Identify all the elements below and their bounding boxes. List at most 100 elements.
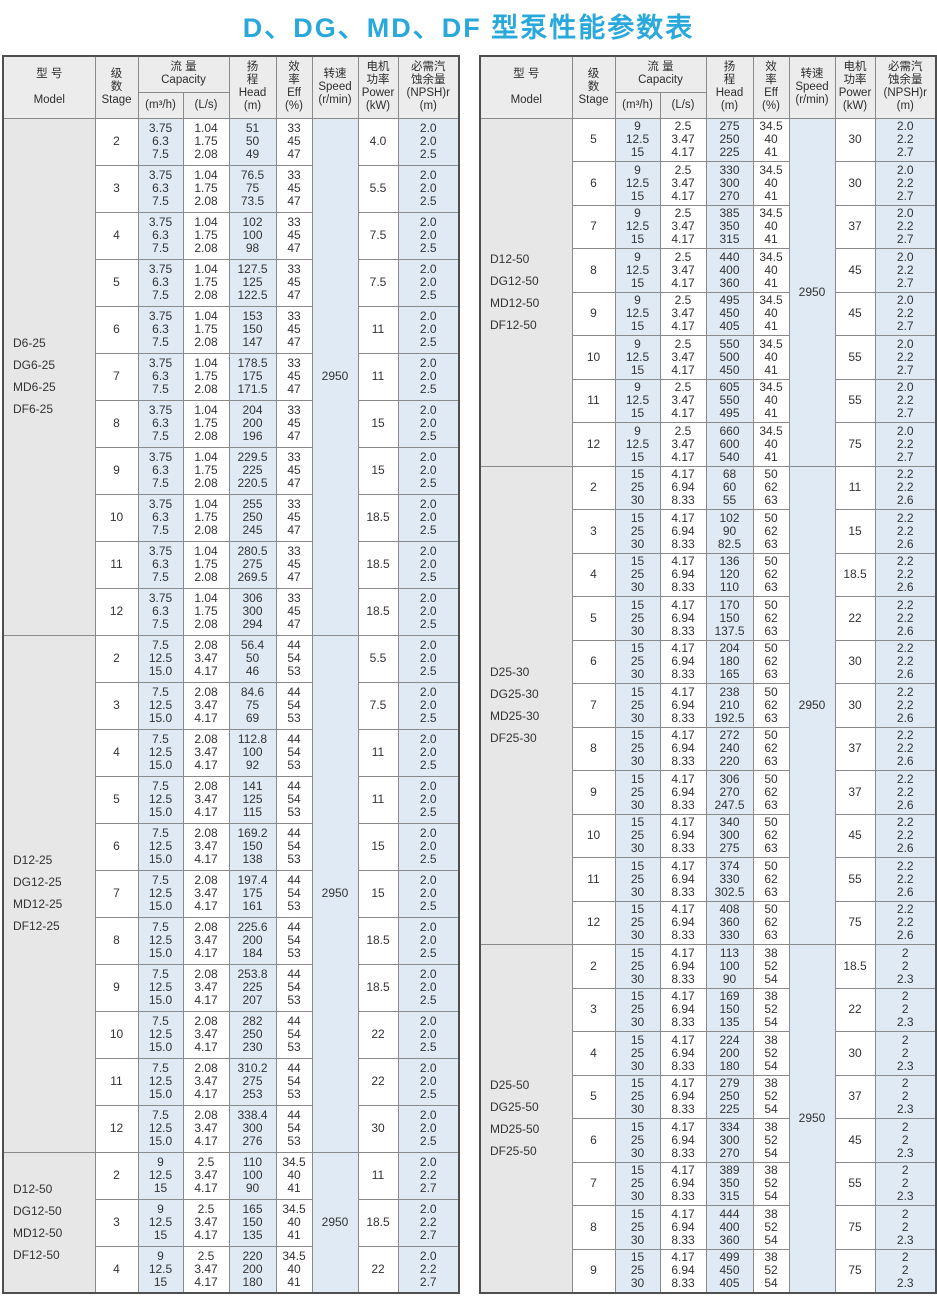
eff-cell: 38 52 54: [752, 944, 790, 989]
stage-cell: 9: [571, 770, 616, 815]
capacity-ls-cell: 1.04 1.75 2.08: [182, 493, 230, 542]
capacity-m3h-cell: 7.5 12.5 15.0: [137, 1104, 184, 1153]
capacity-ls-cell: 4.17 6.94 8.33: [659, 509, 707, 554]
eff-cell: 33 45 47: [275, 540, 313, 589]
power-cell: 5.5: [357, 164, 399, 213]
head-cell: 204 180 165: [705, 639, 754, 684]
stage-cell: 9: [571, 1248, 616, 1293]
model-label: D6-25: [13, 336, 46, 350]
stage-cell: 9: [571, 291, 616, 336]
capacity-ls-cell: 1.04 1.75 2.08: [182, 446, 230, 495]
capacity-ls-cell: 4.17 6.94 8.33: [659, 1248, 707, 1293]
stage-cell: 10: [94, 1010, 139, 1059]
capacity-m3h-cell: 15 25 30: [614, 900, 661, 945]
power-cell: 55: [834, 335, 876, 380]
head-cell: 68 60 55: [705, 465, 754, 510]
capacity-m3h-cell: 3.75 6.3 7.5: [137, 446, 184, 495]
capacity-m3h-cell: 7.5 12.5 15.0: [137, 916, 184, 965]
speed-cell: 2950: [788, 944, 836, 1293]
npsh-cell: 2.0 2.0 2.5: [397, 117, 460, 166]
stage-cell: 11: [571, 857, 616, 902]
model-label: DG6-25: [13, 358, 56, 372]
stage-cell: 12: [571, 900, 616, 945]
power-cell: 30: [357, 1104, 399, 1153]
power-cell: 37: [834, 770, 876, 815]
capacity-ls-cell: 2.5 3.47 4.17: [182, 1198, 230, 1247]
power-cell: 11: [357, 305, 399, 354]
stage-cell: 10: [571, 813, 616, 858]
model-label: MD25-50: [490, 1121, 540, 1136]
npsh-cell: 2.0 2.2 2.7: [397, 1151, 460, 1200]
npsh-cell: 2.0 2.2 2.7: [874, 422, 937, 467]
head-cell: 110 100 90: [228, 1151, 277, 1200]
pump-performance-table-left: 型 号 Model 级 数 Stage 流 量 Capacity 扬 程 Head (…: [2, 55, 460, 1294]
capacity-ls-cell: 4.17 6.94 8.33: [659, 770, 707, 815]
header-unit-m3h: (m³/h): [137, 91, 184, 119]
capacity-ls-cell: 2.5 3.47 4.17: [659, 117, 707, 162]
eff-cell: 34.5 40 41: [752, 335, 790, 380]
head-cell: 408 360 330: [705, 900, 754, 945]
stage-cell: 8: [94, 399, 139, 448]
eff-cell: 44 54 53: [275, 634, 313, 683]
npsh-cell: 2.0 2.2 2.7: [874, 378, 937, 423]
power-cell: 18.5: [357, 540, 399, 589]
eff-cell: 38 52 54: [752, 1074, 790, 1119]
model-label: DF6-25: [13, 402, 54, 416]
capacity-ls-cell: 4.17 6.94 8.33: [659, 639, 707, 684]
capacity-m3h-cell: 15 25 30: [614, 813, 661, 858]
capacity-ls-cell: 2.5 3.47 4.17: [182, 1151, 230, 1200]
capacity-ls-cell: 2.5 3.47 4.17: [659, 378, 707, 423]
capacity-m3h-cell: 9 12.5 15: [614, 248, 661, 293]
npsh-cell: 2.0 2.2 2.7: [874, 291, 937, 336]
speed-cell: 2950: [788, 465, 836, 945]
head-cell: 84.6 75 69: [228, 681, 277, 730]
speed-cell: 2950: [311, 634, 359, 1153]
npsh-cell: 2 2 2.3: [874, 944, 937, 989]
capacity-ls-cell: 4.17 6.94 8.33: [659, 900, 707, 945]
header-speed: 转速 Speed (r/min): [311, 55, 359, 119]
stage-cell: 4: [94, 1245, 139, 1294]
model-label: D25-30: [490, 664, 530, 679]
stage-cell: 6: [94, 822, 139, 871]
stage-cell: 4: [94, 211, 139, 260]
head-cell: 170 150 137.5: [705, 596, 754, 641]
speed-cell: 2950: [311, 1151, 359, 1294]
head-cell: 238 210 192.5: [705, 683, 754, 728]
model-cell: D12-50 DG12-50 MD12-50 DF12-50: [2, 1151, 96, 1294]
head-cell: 275 250 225: [705, 117, 754, 162]
eff-cell: 50 62 63: [752, 465, 790, 510]
header-model: 型 号 Model: [2, 55, 96, 119]
head-cell: 113 100 90: [705, 944, 754, 989]
model-label: D12-25: [13, 853, 53, 867]
power-cell: 11: [357, 775, 399, 824]
npsh-cell: 2 2 2.3: [874, 1205, 937, 1250]
npsh-cell: 2.0 2.2 2.7: [874, 248, 937, 293]
power-cell: 45: [834, 1118, 876, 1163]
capacity-ls-cell: 2.08 3.47 4.17: [182, 963, 230, 1012]
eff-cell: 33 45 47: [275, 587, 313, 636]
capacity-ls-cell: 1.04 1.75 2.08: [182, 399, 230, 448]
model-label: D12-50: [490, 251, 530, 266]
npsh-cell: 2.0 2.2 2.7: [874, 335, 937, 380]
stage-cell: 2: [94, 1151, 139, 1200]
eff-cell: 33 45 47: [275, 446, 313, 495]
npsh-cell: 2.2 2.2 2.6: [874, 639, 937, 684]
capacity-ls-cell: 1.04 1.75 2.08: [182, 164, 230, 213]
stage-cell: 10: [571, 335, 616, 380]
head-cell: 225.6 200 184: [228, 916, 277, 965]
capacity-m3h-cell: 3.75 6.3 7.5: [137, 493, 184, 542]
page-title: D、DG、MD、DF 型泵性能参数表: [242, 13, 695, 43]
power-cell: 18.5: [834, 552, 876, 597]
stage-cell: 3: [94, 681, 139, 730]
npsh-cell: 2.2 2.2 2.6: [874, 509, 937, 554]
capacity-ls-cell: 2.5 3.47 4.17: [659, 335, 707, 380]
npsh-cell: 2.0 2.2 2.7: [874, 204, 937, 249]
npsh-cell: 2.2 2.2 2.6: [874, 596, 937, 641]
eff-cell: 33 45 47: [275, 305, 313, 354]
head-cell: 255 250 245: [228, 493, 277, 542]
eff-cell: 38 52 54: [752, 987, 790, 1032]
head-cell: 330 300 270: [705, 161, 754, 206]
stage-cell: 4: [94, 728, 139, 777]
capacity-ls-cell: 4.17 6.94 8.33: [659, 1205, 707, 1250]
npsh-cell: 2.2 2.2 2.6: [874, 552, 937, 597]
